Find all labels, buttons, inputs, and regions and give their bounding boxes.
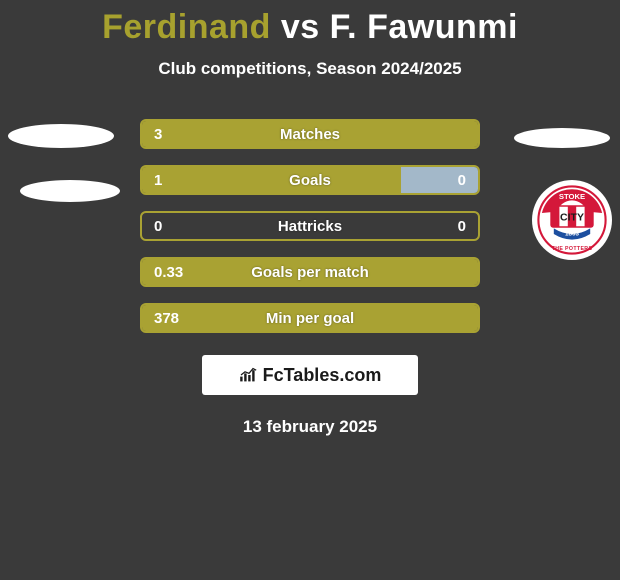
- svg-text:CITY: CITY: [560, 212, 584, 224]
- stat-label: Min per goal: [142, 305, 478, 331]
- svg-text:THE POTTERS: THE POTTERS: [552, 246, 593, 252]
- stat-row-goals-per-match: 0.33Goals per match: [140, 257, 480, 287]
- stat-row-min-per-goal: 378Min per goal: [140, 303, 480, 333]
- stat-row-goals: 10Goals: [140, 165, 480, 195]
- club-badge-stoke: STOKE CITY 1863 THE POTTERS: [532, 180, 612, 260]
- page-title: Ferdinand vs F. Fawunmi: [0, 0, 620, 47]
- subtitle: Club competitions, Season 2024/2025: [0, 59, 620, 79]
- placeholder-oval-left-1: [8, 124, 114, 148]
- stoke-crest-icon: STOKE CITY 1863 THE POTTERS: [537, 185, 607, 255]
- svg-text:1863: 1863: [565, 230, 580, 237]
- snapshot-date: 13 february 2025: [0, 417, 620, 437]
- stat-row-matches: 3Matches: [140, 119, 480, 149]
- svg-text:STOKE: STOKE: [559, 192, 585, 201]
- stat-label: Hattricks: [142, 213, 478, 239]
- placeholder-oval-right: [514, 128, 610, 148]
- stat-label: Goals: [142, 167, 478, 193]
- player2-name: F. Fawunmi: [330, 8, 518, 46]
- bar-chart-icon: [239, 367, 259, 383]
- stat-label: Matches: [142, 121, 478, 147]
- vs-text: vs: [281, 8, 320, 46]
- stat-label: Goals per match: [142, 259, 478, 285]
- stats-bars: 3Matches 10Goals 00Hattricks 0.33Goals per …: [0, 119, 620, 333]
- fctables-logo: FcTables.com: [202, 355, 418, 395]
- player1-name: Ferdinand: [102, 8, 271, 46]
- logo-text: FcTables.com: [263, 365, 382, 386]
- stat-row-hattricks: 00Hattricks: [140, 211, 480, 241]
- placeholder-oval-left-2: [20, 180, 120, 202]
